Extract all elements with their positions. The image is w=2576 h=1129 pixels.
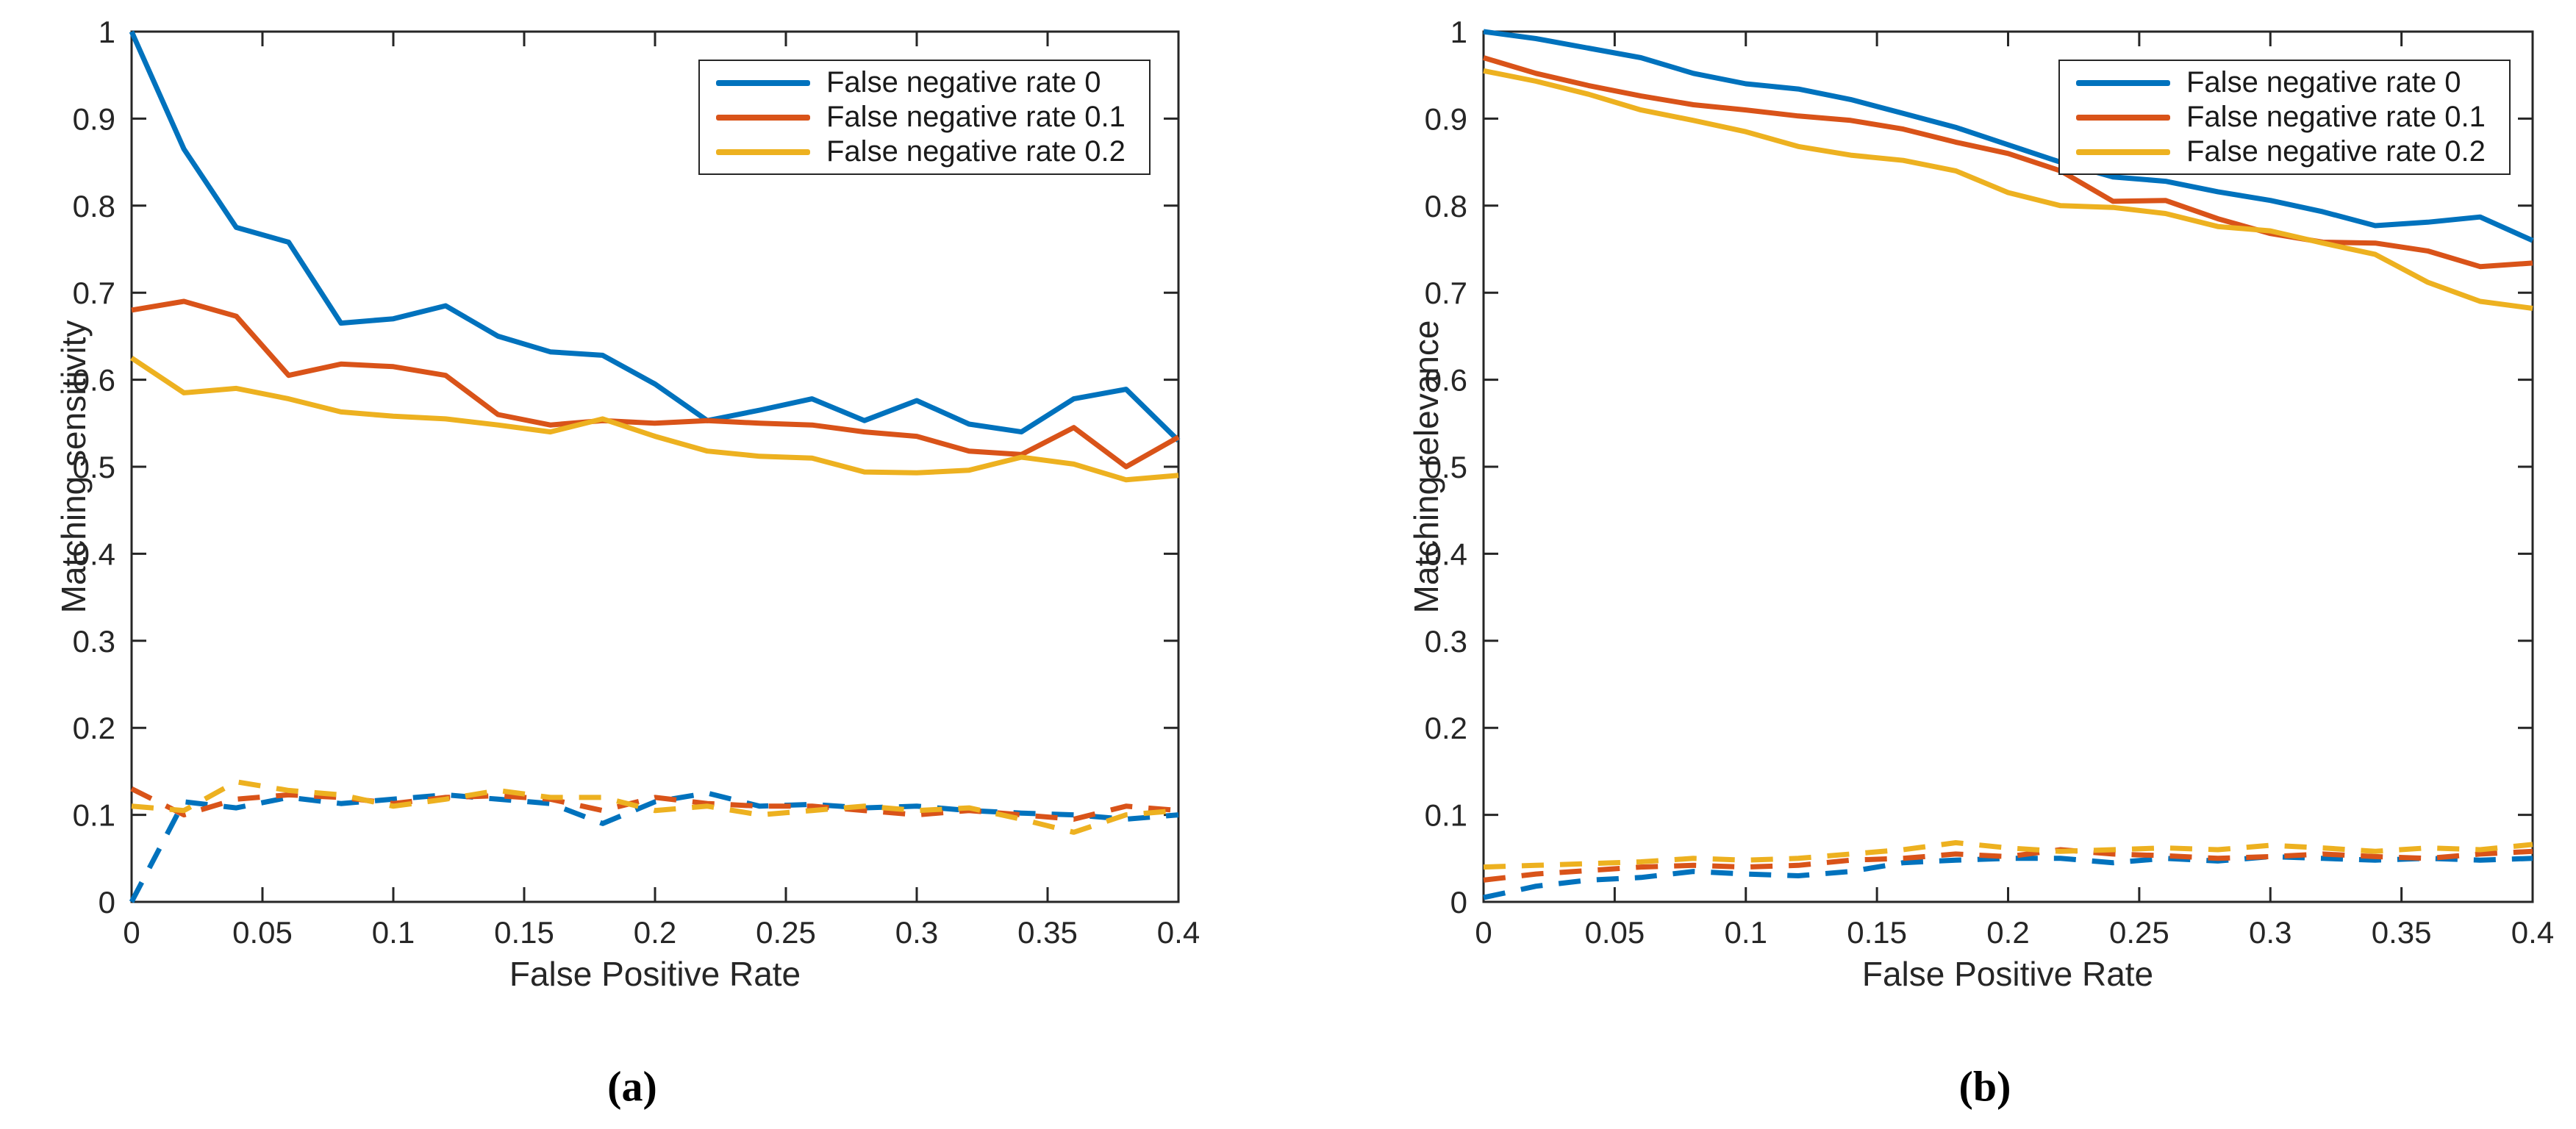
y-tick-label: 0.4 [1425,537,1467,571]
series-line-a-fnr02-solid [130,356,1179,483]
x-axis-label-b: False Positive Rate [1861,955,2154,993]
caption-a: (a) [607,1062,657,1111]
y-tick-label: 0.1 [1425,798,1467,833]
legend-panel-b: False negative rate 0 False negative rat… [2058,60,2511,175]
legend-line-sample-yellow [2076,148,2170,155]
x-tick-label: 0.1 [1725,915,1767,950]
x-tick-label: 0 [1475,915,1492,950]
y-tick-label: 0.9 [1425,101,1467,136]
legend-item: False negative rate 0.1 [700,101,1149,135]
legend-line-sample-red [2076,114,2170,121]
y-tick-label: 0 [1450,885,1467,920]
y-tick-label: 0.1 [73,798,115,833]
legend-label: False negative rate 0 [826,66,1101,98]
series-line-a-fnr02-dashed [131,779,1179,835]
series-line-a-fnr01-solid [131,298,1180,470]
y-tick-label: 0.7 [73,276,115,310]
x-tick-label: 0.2 [634,915,676,950]
legend-item: False negative rate 0.2 [2060,135,2509,169]
y-tick-label: 0.8 [1425,189,1467,223]
x-axis-label-a: False Positive Rate [509,955,801,993]
y-axis-label-a: Matching sensitivity [54,320,93,614]
y-tick-label: 0.5 [1425,450,1467,484]
x-tick-label: 0.15 [494,915,554,950]
y-tick-label: 0.6 [1425,363,1467,398]
legend-item: False negative rate 0.1 [2060,101,2509,135]
y-tick-label: 0.7 [1425,276,1467,310]
x-tick-label: 0.4 [1157,915,1200,950]
series-line-a-fnr0-dashed [129,790,1179,903]
y-tick-label: 0.6 [73,363,115,398]
x-tick-label: 0.05 [232,915,293,950]
series-line-b-fnr0-solid [1483,29,2534,243]
series-line-b-fnr02-solid [1483,68,2533,311]
x-tick-label: 0.35 [1017,915,1078,950]
x-tick-label: 0.35 [2372,915,2432,950]
y-tick-label: 0.8 [73,189,115,223]
x-tick-label: 0.25 [2109,915,2169,950]
series-line-b-fnr01-solid [1482,55,2533,270]
x-tick-label: 0.3 [2249,915,2291,950]
legend-label: False negative rate 0.1 [2186,101,2486,133]
y-tick-label: 0.2 [73,711,115,745]
series-line-a-fnr0-solid [129,30,1181,442]
y-tick-label: 0.9 [73,101,115,136]
y-tick-label: 1 [99,15,115,49]
y-tick-label: 0 [99,885,115,920]
legend-item: False negative rate 0 [2060,66,2509,100]
y-tick-label: 0.5 [73,450,115,484]
legend-item: False negative rate 0 [700,66,1149,100]
legend-label: False negative rate 0.2 [2186,135,2486,168]
y-tick-label: 0.4 [73,537,115,571]
y-tick-label: 1 [1450,15,1467,49]
x-tick-label: 0.05 [1585,915,1645,950]
legend-line-sample-blue [716,79,810,86]
y-tick-label: 0.3 [73,624,115,659]
legend-panel-a: False negative rate 0 False negative rat… [698,60,1151,175]
legend-line-sample-blue [2076,79,2170,86]
x-tick-label: 0.4 [2511,915,2554,950]
legend-item: False negative rate 0.2 [700,135,1149,169]
y-tick-label: 0.2 [1425,711,1467,745]
x-tick-label: 0.1 [372,915,415,950]
y-tick-label: 0.3 [1425,624,1467,659]
legend-line-sample-yellow [716,148,810,155]
legend-line-sample-red [716,114,810,121]
x-tick-label: 0.15 [1847,915,1907,950]
x-tick-label: 0.3 [895,915,938,950]
caption-b: (b) [1958,1062,2011,1111]
legend-label: False negative rate 0.1 [826,101,1126,133]
y-axis-label-b: Matching relevance [1407,320,1445,614]
x-tick-label: 0.2 [1986,915,2029,950]
x-tick-label: 0.25 [756,915,816,950]
x-tick-label: 0 [123,915,140,950]
legend-label: False negative rate 0 [2186,66,2461,98]
legend-label: False negative rate 0.2 [826,135,1126,168]
